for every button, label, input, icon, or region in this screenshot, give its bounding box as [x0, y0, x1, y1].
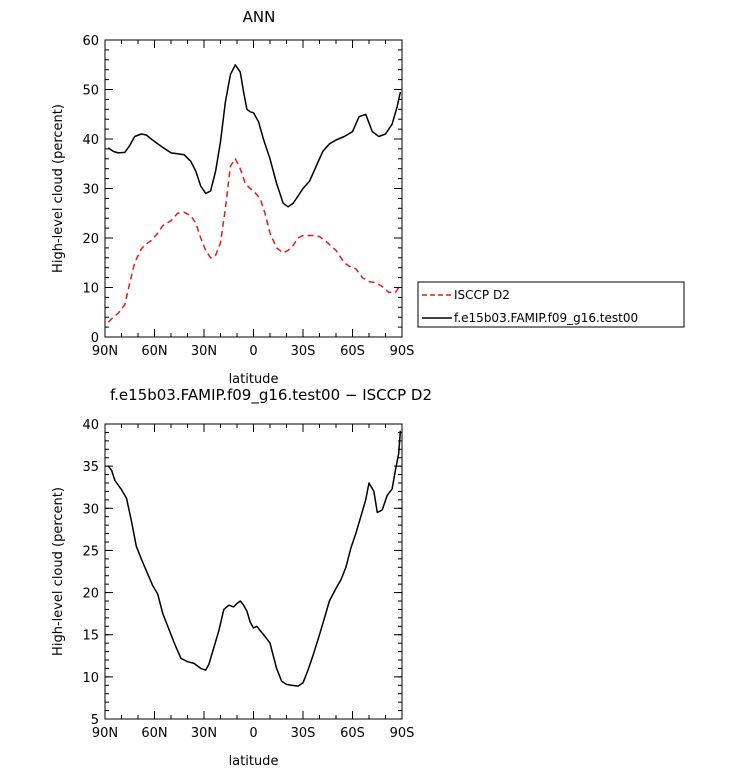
top-panel: ANN 90N 60N 30N 0 30S 60S 90S 0 10 20 30 40 50 60 lat… [51, 8, 414, 387]
y-tick-label: 25 [82, 544, 99, 559]
bottom-x-axis-label: latitude [229, 754, 279, 769]
y-tick-label: 10 [82, 671, 99, 686]
y-tick-label: 20 [82, 232, 99, 247]
y-tick-label: 5 [91, 713, 99, 728]
x-tick-label: 60N [141, 344, 167, 359]
x-tick-label: 30S [291, 726, 316, 741]
y-tick-label: 30 [82, 502, 99, 517]
top-panel-title: ANN [243, 8, 276, 26]
x-tick-label: 90N [92, 344, 118, 359]
x-tick-label: 30N [191, 344, 217, 359]
x-tick-label: 30N [191, 726, 217, 741]
x-tick-label: 60S [340, 726, 365, 741]
x-tick-label: 0 [249, 344, 257, 359]
top-plot-area: 90N 60N 30N 0 30S 60S 90S 0 10 20 30 40 50 60 [82, 34, 414, 359]
x-tick-label: 90S [390, 726, 415, 741]
legend-label-isccp: ISCCP D2 [454, 288, 510, 302]
y-tick-label: 0 [91, 331, 99, 346]
y-tick-label: 20 [82, 587, 99, 602]
y-tick-label: 40 [82, 418, 99, 433]
y-tick-label: 10 [82, 282, 99, 297]
series-line-0-0 [107, 158, 402, 323]
series-line-1-0 [107, 430, 402, 687]
x-tick-label: 90N [92, 726, 118, 741]
plot-frame [104, 39, 403, 338]
x-tick-label: 0 [249, 726, 257, 741]
y-tick-label: 40 [82, 133, 99, 148]
legend: ISCCP D2 f.e15b03.FAMIP.f09_g16.test00 [417, 281, 685, 328]
bottom-panel: f.e15b03.FAMIP.f09_g16.test00 − ISCCP D2… [51, 386, 432, 769]
legend-label-model: f.e15b03.FAMIP.f09_g16.test00 [454, 311, 638, 325]
y-tick-label: 15 [82, 629, 99, 644]
x-tick-label: 90S [390, 344, 415, 359]
plot-frame [104, 423, 403, 720]
x-tick-label: 30S [291, 344, 316, 359]
bottom-y-axis-label: High-level cloud (percent) [51, 487, 66, 656]
y-tick-label: 35 [82, 460, 99, 475]
legend-box [417, 281, 685, 328]
bottom-plot-area: 90N 60N 30N 0 30S 60S 90S 5 10 15 20 25 30 35 40 [82, 418, 414, 741]
series-line-0-1 [107, 64, 402, 208]
x-tick-label: 60S [340, 344, 365, 359]
top-x-axis-label: latitude [229, 372, 279, 387]
y-tick-label: 60 [82, 34, 99, 49]
bottom-panel-title: f.e15b03.FAMIP.f09_g16.test00 − ISCCP D2 [110, 386, 432, 405]
x-tick-label: 60N [141, 726, 167, 741]
y-tick-label: 30 [82, 183, 99, 198]
top-y-axis-label: High-level cloud (percent) [51, 104, 66, 273]
y-tick-label: 50 [82, 84, 99, 99]
